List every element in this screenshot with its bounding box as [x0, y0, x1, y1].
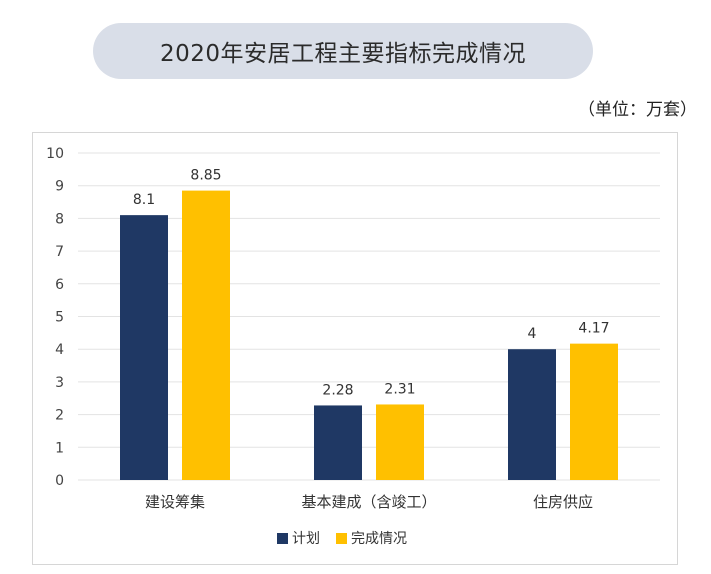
bar-done [182, 190, 230, 481]
data-label: 8.1 [133, 192, 155, 208]
data-label: 2.31 [384, 381, 415, 397]
y-tick-label: 10 [46, 146, 64, 162]
legend-swatch-plan [277, 533, 288, 544]
y-tick-label: 6 [55, 277, 64, 293]
y-tick-label: 5 [55, 310, 64, 326]
unit-label: （单位：万套） [578, 100, 697, 120]
y-tick-label: 1 [55, 440, 64, 456]
data-label: 4 [528, 326, 537, 342]
chart-frame [32, 132, 678, 565]
chart-title: 2020年安居工程主要指标完成情况 [159, 41, 527, 67]
bar-plan [314, 405, 362, 480]
bar-done [376, 404, 424, 480]
legend-label-done: 完成情况 [351, 531, 407, 547]
chart-title-pill: 2020年安居工程主要指标完成情况 [93, 23, 593, 79]
bar-plan [120, 215, 168, 480]
y-tick-label: 8 [55, 211, 64, 227]
x-category-label: 基本建成（含竣工） [301, 493, 436, 511]
y-tick-label: 7 [55, 244, 64, 260]
data-label: 4.17 [578, 321, 609, 337]
bar-plan [508, 349, 556, 480]
legend-label-plan: 计划 [292, 531, 320, 547]
data-label: 2.28 [322, 382, 353, 398]
y-tick-label: 9 [55, 179, 64, 195]
y-tick-label: 3 [55, 375, 64, 391]
bar-done [570, 343, 618, 480]
y-tick-label: 0 [55, 473, 64, 489]
data-label: 8.85 [190, 168, 221, 184]
x-category-label: 住房供应 [533, 493, 593, 511]
y-tick-label: 4 [55, 342, 64, 358]
legend-swatch-done [336, 533, 347, 544]
y-tick-label: 2 [55, 408, 64, 424]
x-category-label: 建设筹集 [145, 493, 205, 511]
